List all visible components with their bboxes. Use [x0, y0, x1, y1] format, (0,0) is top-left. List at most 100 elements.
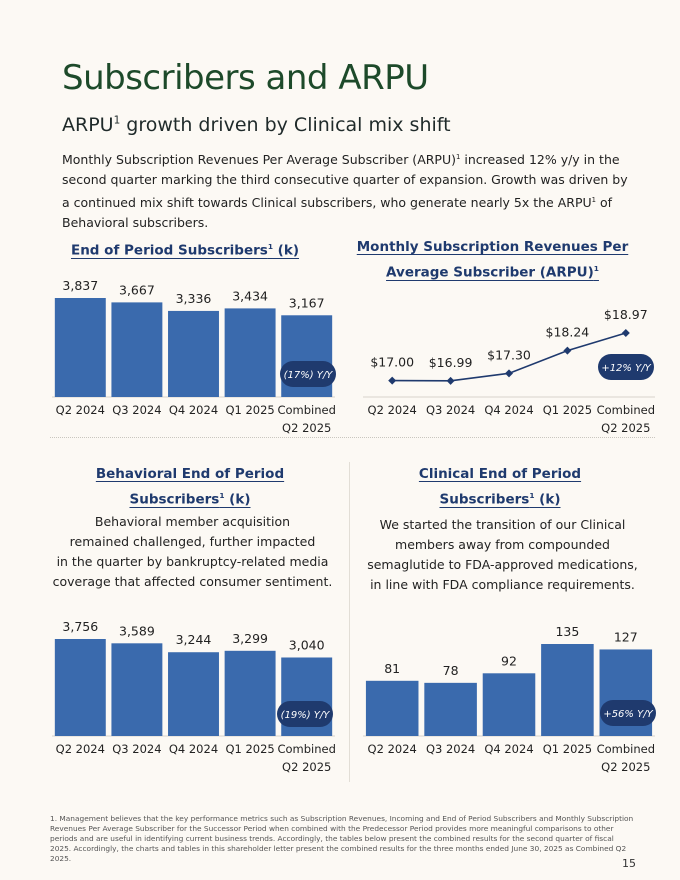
x-tick-label: Combined: [597, 742, 655, 756]
bar: [365, 680, 419, 736]
x-tick-label: Q4 2024: [484, 403, 533, 417]
x-tick-label: Q1 2025: [225, 742, 274, 756]
yoy-badge-label: (17%) Y/Y: [284, 370, 334, 381]
x-tick-label: Q2 2025: [601, 421, 650, 435]
bar-value-label: 127: [614, 629, 638, 644]
eop-subscribers-chart: 3,837 3,667 3,336 3,434 3,167 Q2 2024 Q3 2024 Q…: [52, 278, 336, 435]
x-tick-label: Q2 2024: [368, 403, 417, 417]
clinical-description: We started the transition of our Clinica…: [360, 515, 645, 595]
page-title: Subscribers and ARPU: [62, 58, 429, 98]
behavioral-title-line1: Behavioral End of Period: [95, 466, 285, 482]
desc-line: members away from compounded: [395, 537, 610, 552]
x-tick-label: Combined: [597, 403, 655, 417]
yoy-badge: [277, 701, 333, 727]
bar-value-label: 3,244: [176, 632, 212, 647]
x-tick-label: Q1 2025: [543, 403, 592, 417]
section-divider: [50, 437, 655, 438]
data-point: [621, 329, 630, 337]
point-value-label: $18.24: [546, 325, 590, 340]
clinical-title-line2: Subscribers: [439, 491, 530, 508]
subtitle-rest: growth driven by Clinical mix shift: [120, 114, 451, 136]
clinical-chart-title: Clinical End of Period Subscribers1 (k): [355, 463, 645, 511]
bar: [424, 682, 477, 736]
x-tick-label: Q3 2024: [426, 742, 475, 756]
behavioral-title-unit: (k): [224, 491, 251, 508]
yoy-badge-label: +56% Y/Y: [603, 709, 653, 720]
bar-value-label: 81: [384, 661, 400, 676]
x-tick-label: Q2 2024: [56, 742, 105, 756]
intro-text-3: of Behavioral subscribers.: [62, 195, 613, 231]
bar: [168, 310, 219, 397]
x-tick-label: Q2 2025: [601, 760, 650, 774]
footnote-ref: 1: [219, 491, 225, 500]
clinical-title-line1: Clinical End of Period: [418, 466, 582, 482]
x-tick-label: Q1 2025: [225, 403, 274, 417]
bar: [168, 652, 219, 736]
behavioral-chart-title: Behavioral End of Period Subscribers1 (k): [40, 463, 340, 511]
subtitle-text: ARPU: [62, 114, 114, 136]
x-tick-label: Q4 2024: [169, 742, 218, 756]
bar: [111, 643, 163, 736]
x-tick-label: Q2 2024: [56, 403, 105, 417]
data-point: [388, 376, 397, 385]
x-tick-label: Q3 2024: [112, 403, 161, 417]
desc-line: Behavioral member acquisition: [94, 514, 291, 529]
bar: [54, 298, 106, 397]
footnote-ref: 1: [267, 242, 273, 251]
behavioral-description: Behavioral member acquisition remained c…: [45, 512, 340, 592]
footnote-ref: 1: [529, 491, 535, 500]
footnote-ref: 1: [591, 196, 597, 205]
bar-value-label: 3,837: [62, 278, 98, 293]
footnote: 1. Management believes that the key perf…: [50, 814, 634, 863]
desc-line: in line with FDA compliance requirements…: [370, 577, 635, 592]
bar: [224, 650, 276, 736]
x-tick-label: Combined: [277, 403, 335, 417]
bar-value-label: 135: [555, 624, 579, 639]
behavioral-title-line2: Subscribers: [129, 491, 220, 508]
desc-line: semaglutide to FDA-approved medications,: [367, 557, 638, 572]
x-tick-label: Q2 2025: [282, 421, 331, 435]
x-tick-label: Q4 2024: [484, 742, 533, 756]
intro-paragraph: Monthly Subscription Revenues Per Averag…: [62, 147, 632, 233]
eop-chart-title: End of Period Subscribers1 (k): [40, 236, 330, 262]
arpu-chart-title: Monthly Subscription Revenues Per Average…: [350, 236, 635, 284]
x-tick-label: Q3 2024: [112, 742, 161, 756]
arpu-title-line1: Monthly Subscription Revenues Per: [356, 239, 629, 255]
x-tick-label: Combined: [277, 742, 335, 756]
clinical-subscribers-chart: 81 78 92 135 127 Q2 2024 Q3 2024 Q4 2024 Q1 2025…: [363, 624, 656, 774]
column-divider: [349, 462, 350, 782]
desc-line: We started the transition of our Clinica…: [379, 517, 626, 532]
bar: [482, 673, 536, 736]
bar-value-label: 3,299: [232, 631, 268, 646]
page-number: 15: [622, 857, 636, 870]
page-subtitle: ARPU1 growth driven by Clinical mix shif…: [62, 114, 451, 136]
desc-line: coverage that affected consumer sentimen…: [52, 574, 333, 589]
footnote-ref: 1: [593, 264, 599, 273]
bar-value-label: 3,167: [289, 295, 325, 310]
behavioral-subscribers-chart: 3,756 3,589 3,244 3,299 3,040 Q2 2024 Q3 2024 Q…: [52, 619, 336, 774]
yoy-badge-label: (19%) Y/Y: [281, 710, 331, 721]
x-tick-label: Q2 2024: [368, 742, 417, 756]
footnote-ref: 1: [113, 114, 121, 127]
intro-text-1: Monthly Subscription Revenues Per Averag…: [62, 152, 456, 168]
point-value-label: $17.00: [370, 355, 414, 370]
bar: [54, 639, 106, 736]
yoy-badge: [600, 700, 656, 726]
bar-value-label: 92: [501, 653, 517, 668]
data-point: [563, 346, 572, 355]
arpu-chart: $17.00 $16.99 $17.30 $18.24 $18.97 Q2 2024 Q3 …: [363, 307, 655, 435]
data-point: [505, 369, 513, 378]
yoy-badge-label: +12% Y/Y: [601, 363, 651, 374]
eop-title-unit: (k): [272, 242, 300, 259]
data-point: [446, 376, 455, 385]
clinical-title-unit: (k): [534, 491, 561, 508]
bar-value-label: 3,756: [62, 619, 98, 634]
x-tick-label: Q1 2025: [543, 742, 592, 756]
bar-value-label: 3,589: [119, 623, 155, 638]
arpu-title-line2: Average Subscriber (ARPU): [386, 264, 594, 281]
point-value-label: $16.99: [429, 355, 473, 370]
eop-title-text: End of Period Subscribers: [70, 242, 268, 259]
bar-value-label: 3,336: [176, 291, 212, 306]
point-value-label: $17.30: [487, 347, 531, 362]
